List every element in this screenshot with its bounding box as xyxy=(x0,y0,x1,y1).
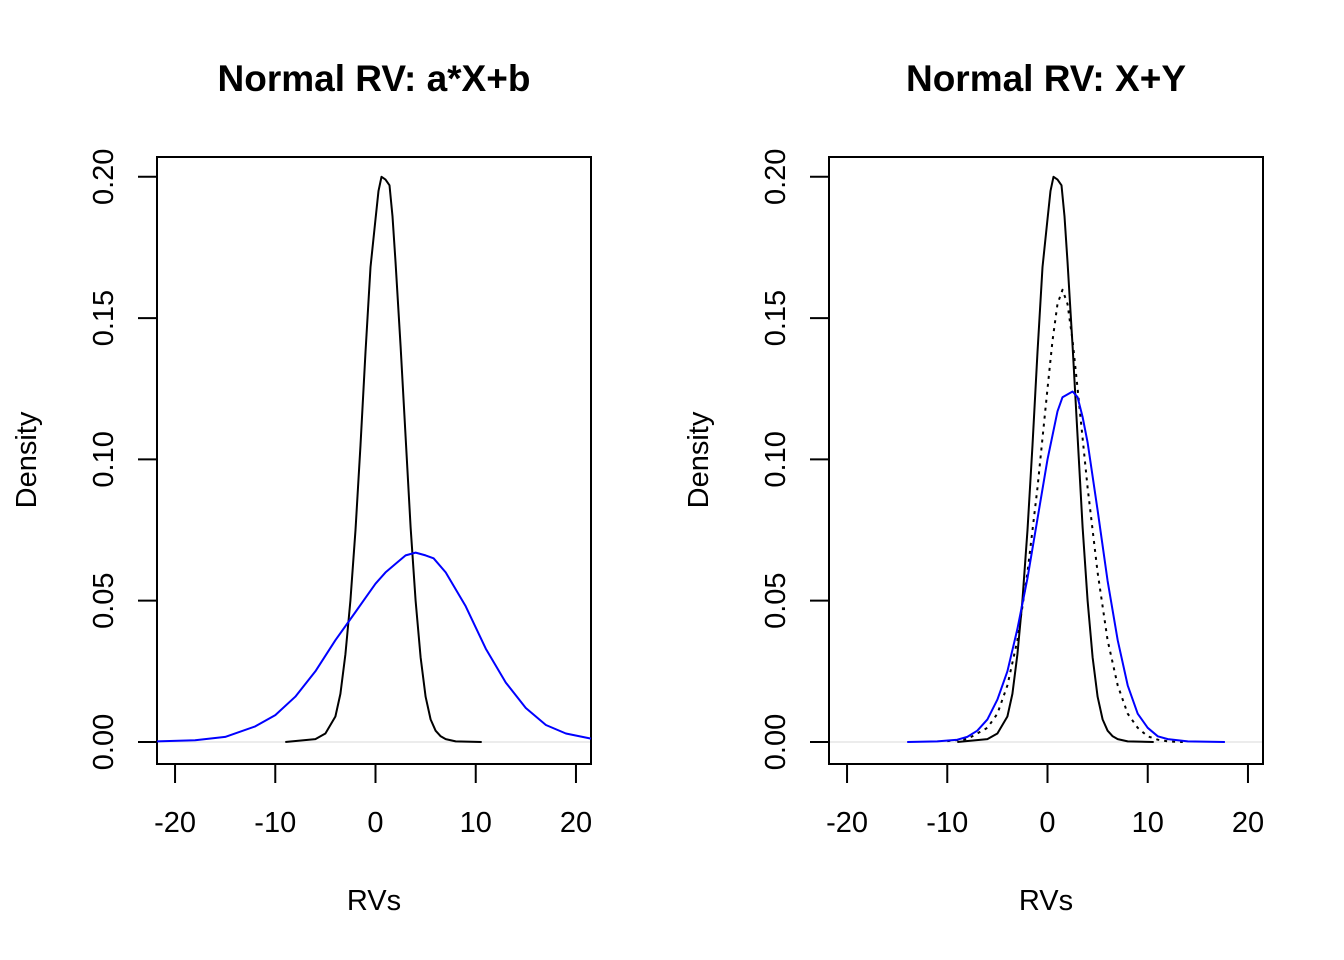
density-series-line xyxy=(156,551,592,743)
x-tick-label: -10 xyxy=(254,807,296,839)
x-tick-label: 0 xyxy=(1039,807,1055,839)
x-tick-label: 20 xyxy=(560,807,592,839)
x-axis-label: RVs xyxy=(347,885,401,917)
y-tick-label: 0.20 xyxy=(88,149,120,205)
y-axis-label: Density xyxy=(11,411,43,508)
density-series-line xyxy=(947,288,1183,743)
x-tick-label: 0 xyxy=(367,807,383,839)
y-tick-label: 0.05 xyxy=(760,572,792,628)
x-tick-label: -10 xyxy=(926,807,968,839)
plot-frame xyxy=(156,156,592,765)
x-axis: -20 -10 0 10 20 xyxy=(154,763,592,839)
x-tick-label: 20 xyxy=(1232,807,1264,839)
chart-panel-a-x-plus-b: Normal RV: a*X+b RVs Density -20 -10 0 10 20… xyxy=(11,58,592,917)
x-axis: -20 -10 0 10 20 xyxy=(826,763,1264,839)
x-axis-label: RVs xyxy=(1019,885,1073,917)
y-axis: 0.00 0.05 0.10 0.15 0.20 xyxy=(88,149,158,770)
y-axis: 0.00 0.05 0.10 0.15 0.20 xyxy=(760,149,830,770)
y-tick-label: 0.15 xyxy=(760,290,792,346)
y-tick-label: 0.05 xyxy=(88,572,120,628)
x-tick-label: -20 xyxy=(154,807,196,839)
y-tick-label: 0.00 xyxy=(88,714,120,770)
density-series-line xyxy=(285,175,482,743)
density-series-line xyxy=(907,390,1225,743)
plot-frame xyxy=(828,156,1264,765)
x-tick-label: -20 xyxy=(826,807,868,839)
y-tick-label: 0.00 xyxy=(760,714,792,770)
y-tick-label: 0.20 xyxy=(760,149,792,205)
y-axis-label: Density xyxy=(683,411,715,508)
chart-panel-x-plus-y: Normal RV: X+Y RVs Density -20 -10 0 10 20 0.… xyxy=(683,58,1264,917)
y-tick-label: 0.10 xyxy=(88,431,120,487)
y-tick-label: 0.10 xyxy=(760,431,792,487)
chart-title: Normal RV: X+Y xyxy=(906,58,1186,99)
x-tick-label: 10 xyxy=(1132,807,1164,839)
y-tick-label: 0.15 xyxy=(88,290,120,346)
x-tick-label: 10 xyxy=(460,807,492,839)
chart-title: Normal RV: a*X+b xyxy=(218,58,531,99)
density-series-line xyxy=(957,175,1154,743)
